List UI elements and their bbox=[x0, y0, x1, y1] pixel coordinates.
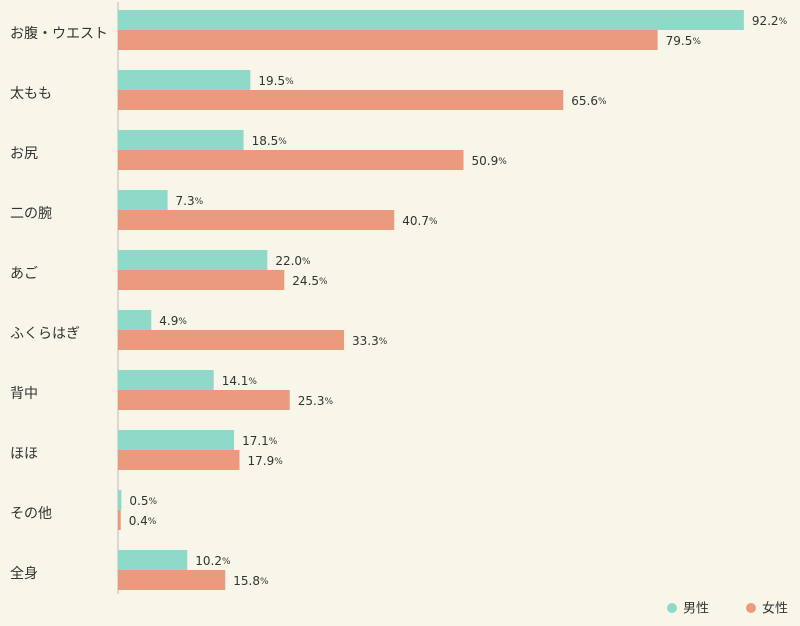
category-label: お尻 bbox=[10, 146, 38, 162]
data-label: 25.3% bbox=[298, 394, 334, 408]
bar-female bbox=[118, 330, 345, 350]
bar-female bbox=[118, 210, 395, 230]
data-label: 4.9% bbox=[159, 314, 187, 328]
bar-female bbox=[118, 450, 240, 470]
data-label: 18.5% bbox=[252, 134, 288, 148]
bar-male bbox=[118, 190, 168, 210]
bar-male bbox=[118, 370, 214, 390]
category-label: 全身 bbox=[10, 565, 38, 582]
bar-female bbox=[118, 270, 285, 290]
category-label: お腹・ウエスト bbox=[10, 25, 108, 42]
data-label: 15.8% bbox=[233, 574, 269, 588]
category-label: ふくらはぎ bbox=[10, 326, 80, 342]
bar-male bbox=[118, 550, 188, 570]
bar-male bbox=[118, 490, 122, 510]
bar-male bbox=[118, 70, 251, 90]
legend-swatch bbox=[746, 603, 756, 613]
data-label: 79.5% bbox=[666, 34, 702, 48]
category-label: あご bbox=[10, 266, 38, 282]
data-label: 17.1% bbox=[242, 434, 278, 448]
data-label: 40.7% bbox=[402, 214, 438, 228]
data-label: 50.9% bbox=[472, 154, 508, 168]
legend-swatch bbox=[667, 603, 677, 613]
data-label: 65.6% bbox=[571, 94, 607, 108]
bar-female bbox=[118, 150, 464, 170]
bar-female bbox=[118, 390, 290, 410]
data-label: 17.9% bbox=[248, 454, 284, 468]
data-label: 19.5% bbox=[258, 74, 294, 88]
data-label: 33.3% bbox=[352, 334, 388, 348]
category-label: その他 bbox=[10, 506, 52, 522]
data-label: 14.1% bbox=[222, 374, 258, 388]
legend-label: 女性 bbox=[762, 601, 788, 617]
bar-male bbox=[118, 310, 152, 330]
data-label: 92.2% bbox=[752, 14, 788, 28]
category-label: 太もも bbox=[10, 86, 52, 102]
data-label: 24.5% bbox=[292, 274, 328, 288]
bar-male bbox=[118, 130, 244, 150]
bar-male bbox=[118, 430, 235, 450]
data-label: 7.3% bbox=[176, 194, 204, 208]
category-label: 背中 bbox=[10, 386, 38, 402]
bar-female bbox=[118, 90, 564, 110]
data-label: 22.0% bbox=[275, 254, 311, 268]
category-label: 二の腕 bbox=[10, 206, 52, 222]
bar-male bbox=[118, 10, 744, 30]
data-label: 0.4% bbox=[129, 514, 157, 528]
category-label: ほほ bbox=[10, 446, 38, 462]
data-label: 0.5% bbox=[129, 494, 157, 508]
data-label: 10.2% bbox=[195, 554, 231, 568]
bar-female bbox=[118, 510, 121, 530]
bar-female bbox=[118, 570, 226, 590]
bar-male bbox=[118, 250, 268, 270]
bar-female bbox=[118, 30, 658, 50]
legend-label: 男性 bbox=[683, 602, 709, 617]
